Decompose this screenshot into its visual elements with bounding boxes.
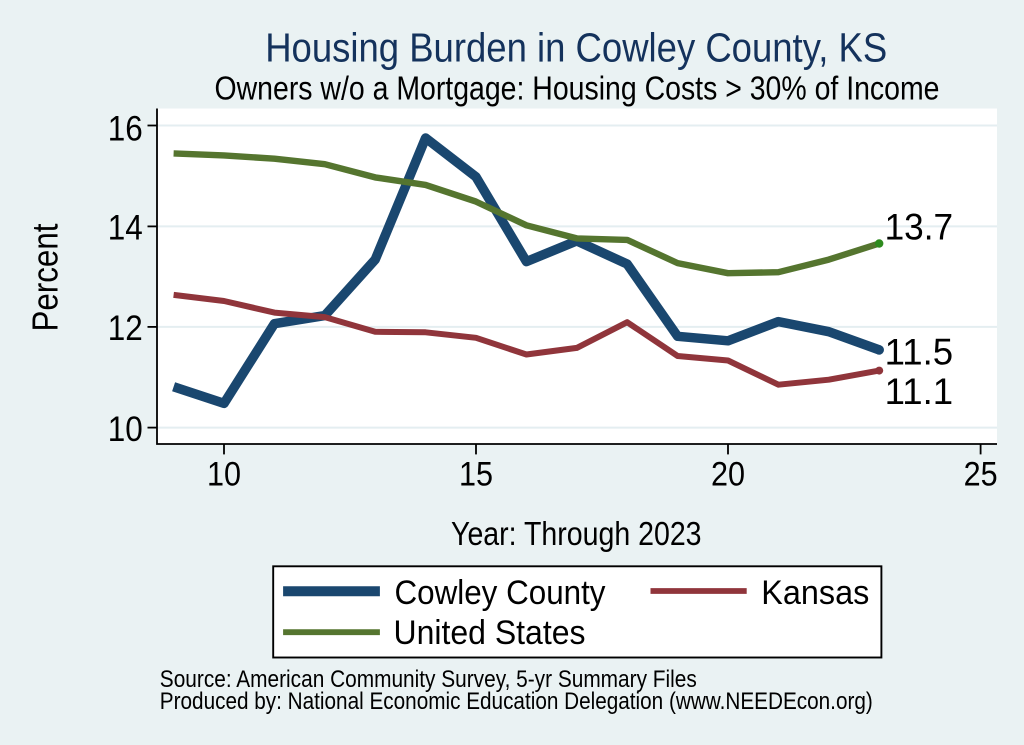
svg-text:12: 12 [108,309,143,348]
svg-text:Kansas: Kansas [761,574,869,612]
svg-text:11.1: 11.1 [885,371,954,412]
svg-text:10: 10 [207,455,241,493]
svg-text:13.7: 13.7 [885,206,954,247]
svg-text:Cowley County: Cowley County [395,574,606,612]
svg-text:25: 25 [964,455,998,493]
svg-text:Percent: Percent [25,224,66,332]
svg-text:10: 10 [108,410,143,449]
svg-text:Produced by: National Economic: Produced by: National Economic Education… [160,689,873,715]
svg-text:Source: American Community Sur: Source: American Community Survey, 5-yr … [160,667,697,693]
svg-text:Year: Through 2023: Year: Through 2023 [451,515,702,552]
svg-text:Owners w/o a Mortgage: Housing: Owners w/o a Mortgage: Housing Costs > 3… [215,71,940,108]
svg-text:16: 16 [108,110,143,149]
svg-text:15: 15 [459,455,493,493]
svg-text:14: 14 [108,209,143,248]
svg-text:11.5: 11.5 [885,332,954,373]
svg-text:Housing Burden in Cowley Count: Housing Burden in Cowley County, KS [265,25,887,71]
svg-text:United States: United States [394,614,586,652]
svg-text:20: 20 [711,455,745,493]
